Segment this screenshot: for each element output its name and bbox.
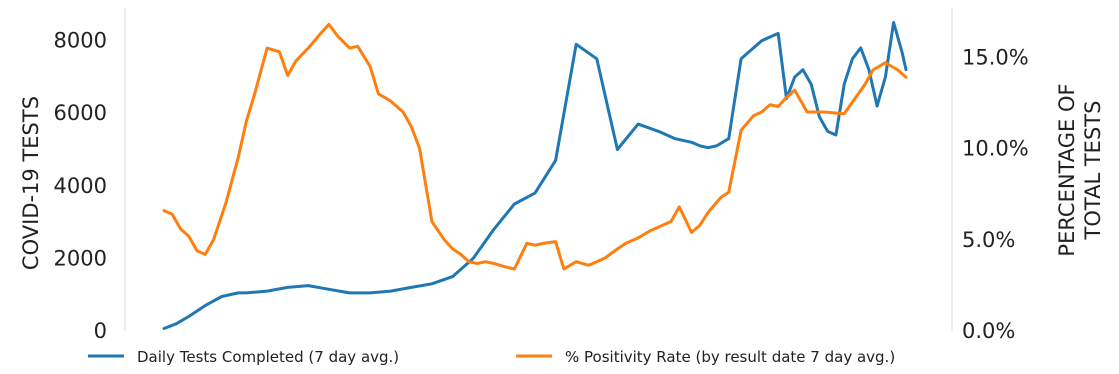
right-tick-label: 5.0% (962, 228, 1015, 252)
right-axis-title-line-1: PERCENTAGE OF (1055, 83, 1079, 256)
left-tick-label: 6000 (54, 101, 107, 125)
left-tick-label: 0 (94, 319, 107, 343)
right-tick-label: 15.0% (962, 45, 1029, 69)
series-layer (162, 21, 908, 330)
right-y-axis: 0.0% 5.0% 10.0% 15.0% (951, 8, 1029, 343)
daily-tests-line (162, 21, 908, 330)
legend-label-daily-tests: Daily Tests Completed (7 day avg.) (137, 348, 399, 366)
right-tick-label: 0.0% (962, 319, 1015, 343)
left-tick-label: 2000 (54, 246, 107, 270)
left-tick-label: 8000 (54, 29, 107, 53)
legend: Daily Tests Completed (7 day avg.) % Pos… (88, 348, 895, 366)
left-y-axis: 0 2000 4000 6000 8000 (54, 8, 126, 343)
right-axis-title-line-2: TOTAL TESTS (1081, 101, 1105, 241)
left-axis-title: COVID-19 TESTS (19, 96, 43, 270)
left-tick-label: 4000 (54, 174, 107, 198)
right-tick-label: 10.0% (962, 137, 1029, 161)
legend-label-positivity-rate: % Positivity Rate (by result date 7 day … (565, 348, 895, 366)
positivity-rate-line (162, 22, 908, 271)
